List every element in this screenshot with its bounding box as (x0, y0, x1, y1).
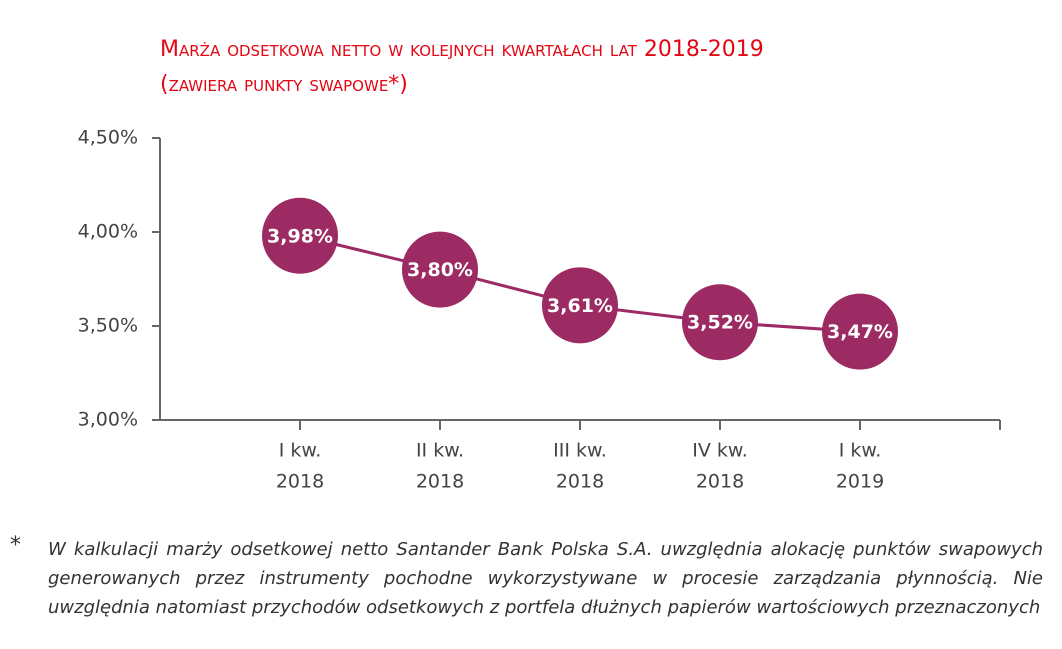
value-label: 3,52% (687, 312, 753, 334)
x-tick-label: 2018 (276, 471, 324, 493)
value-label: 3,98% (267, 225, 333, 247)
value-label: 3,47% (827, 321, 893, 343)
x-tick-label: 2019 (836, 471, 884, 493)
y-tick-label: 3,50% (78, 315, 138, 337)
y-tick-label: 4,50% (78, 127, 138, 149)
point (402, 231, 478, 308)
x-tick-label: I kw. (839, 440, 881, 462)
x-tick-label: III kw. (553, 440, 607, 462)
x-tick-label: II kw. (416, 440, 464, 462)
point (822, 293, 898, 370)
x-tick-label: 2018 (416, 471, 464, 493)
value-label: 3,61% (547, 295, 613, 317)
point (682, 284, 758, 361)
y-tick-label: 3,00% (78, 409, 138, 431)
chart-subtitle: (zawiera punkty swapowe*) (160, 72, 408, 97)
footnote-marker: * (10, 533, 21, 558)
x-tick-label: 2018 (696, 471, 744, 493)
x-tick-label: I kw. (279, 440, 321, 462)
x-tick-label: 2018 (556, 471, 604, 493)
value-label: 3,80% (407, 259, 473, 281)
chart-title: Marża odsetkowa netto w kolejnych kwarta… (160, 37, 764, 62)
point (542, 267, 618, 344)
x-tick-label: IV kw. (692, 440, 747, 462)
footnote-text: W kalkulacji marży odsetkowej netto Sant… (48, 539, 1043, 618)
point (262, 197, 338, 274)
chart: Marża odsetkowa netto w kolejnych kwarta… (78, 37, 1001, 493)
y-tick-label: 4,00% (78, 221, 138, 243)
